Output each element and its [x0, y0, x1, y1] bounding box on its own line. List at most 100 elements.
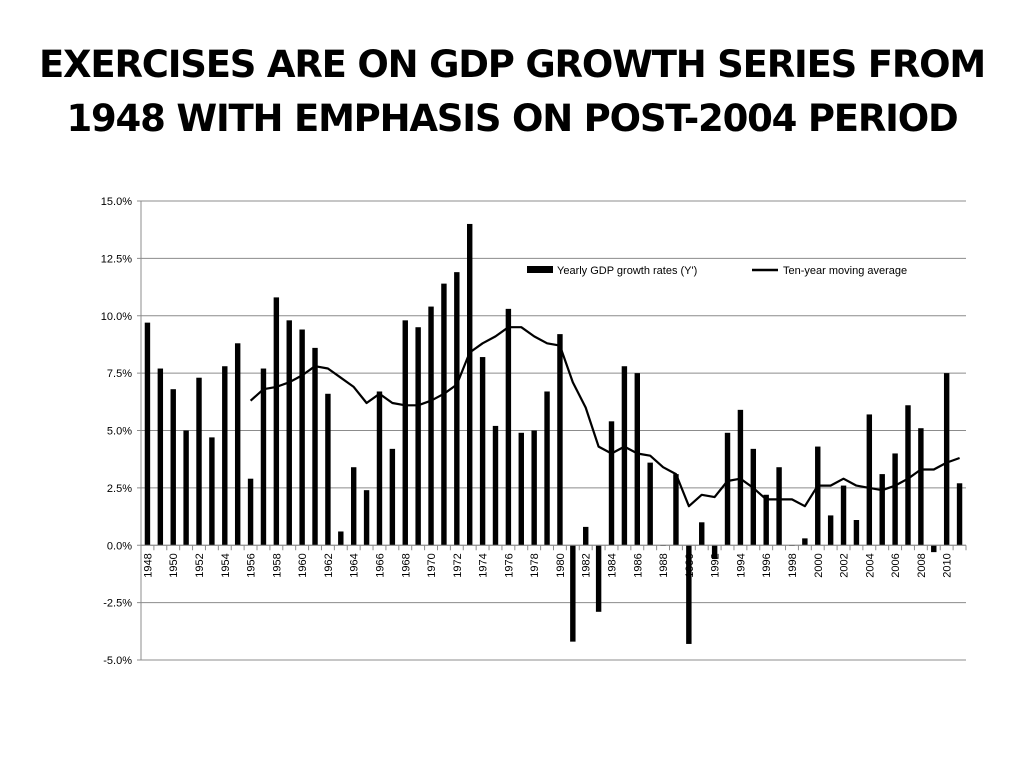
x-tick-label: 1980: [555, 553, 567, 577]
bar-series: [144, 223, 963, 644]
bar: [338, 531, 344, 546]
bar: [299, 329, 305, 546]
bar: [518, 432, 524, 546]
bar: [222, 366, 228, 546]
bar: [866, 414, 873, 546]
bar: [376, 391, 383, 546]
bar: [273, 297, 280, 546]
bar: [170, 389, 176, 546]
bar: [673, 474, 679, 546]
bar: [441, 283, 447, 546]
x-tick-label: 1982: [581, 553, 593, 577]
x-tick-label: 1964: [349, 553, 361, 577]
legend-label-line: Ten-year moving average: [783, 265, 907, 277]
bar: [608, 421, 615, 546]
x-tick-label: 1988: [658, 553, 670, 577]
bar: [467, 223, 473, 546]
slide-title-line-2: 1948 WITH EMPHASIS ON POST-2004 PERIOD: [66, 97, 958, 140]
x-tick-label: 1992: [710, 553, 722, 577]
bar: [260, 368, 267, 546]
x-tick-label: 2010: [942, 553, 954, 577]
bar: [763, 494, 769, 546]
bar: [415, 327, 421, 546]
bar: [905, 405, 911, 546]
x-tick-label: 1976: [503, 553, 515, 577]
bar: [737, 409, 744, 546]
bar: [234, 343, 241, 546]
x-tick-label: 1996: [761, 553, 773, 577]
bar: [815, 446, 821, 546]
x-tick-label: 1994: [735, 553, 747, 577]
bar: [583, 526, 589, 546]
bar: [454, 272, 460, 546]
bar: [595, 545, 602, 612]
y-tick-label: 5.0%: [107, 426, 132, 438]
bar: [634, 373, 640, 546]
y-axis: -5.0% -2.5% 0.0% 2.5% 5.0% 7.5% 10.0% 12.5% 15.0…: [101, 196, 142, 667]
x-tick-label: 1956: [246, 553, 258, 577]
x-tick-label: 1968: [400, 553, 412, 577]
slide-title: EXERCISES ARE ON GDP GROWTH SERIES FROM …: [0, 38, 1024, 146]
bar: [428, 306, 434, 546]
x-tick-label: 2006: [890, 553, 902, 577]
bar: [943, 373, 950, 546]
slide-title-line-1: EXERCISES ARE ON GDP GROWTH SERIES FROM: [38, 43, 986, 86]
x-tick-label: 2000: [813, 553, 825, 577]
bar: [711, 545, 718, 560]
bar: [312, 347, 318, 546]
bar: [144, 322, 151, 546]
x-tick-label: 1966: [374, 553, 386, 577]
bar: [840, 485, 847, 546]
bar: [209, 437, 215, 546]
x-tick-label: 1978: [529, 553, 541, 577]
bar: [247, 478, 254, 546]
bar: [892, 453, 898, 546]
x-tick-label: 1948: [142, 553, 154, 577]
x-tick-label: 2008: [916, 553, 928, 577]
bar: [918, 428, 924, 546]
bar: [544, 391, 550, 546]
legend: Yearly GDP growth rates (Y') Ten-year mov…: [527, 265, 907, 277]
bar: [557, 334, 563, 546]
x-tick-label: 1972: [452, 553, 464, 577]
bar: [931, 545, 937, 553]
bar: [157, 368, 164, 546]
x-tick-label: 1962: [323, 553, 335, 577]
bar: [531, 430, 537, 546]
bar: [479, 357, 486, 546]
bar: [802, 538, 808, 546]
x-axis: 1948 1950 1952 1954 1956 1958 1960 1962 1964 1966…: [140, 544, 967, 578]
bar: [776, 467, 782, 546]
bar: [570, 545, 576, 642]
bar: [505, 308, 512, 546]
bar: [350, 467, 357, 546]
x-tick-label: 1986: [632, 553, 644, 577]
bar: [699, 522, 705, 546]
bar: [686, 545, 692, 644]
y-tick-label: -2.5%: [103, 598, 132, 610]
y-tick-label: 7.5%: [107, 368, 132, 380]
x-tick-label: 1950: [168, 553, 180, 577]
y-tick-label: 12.5%: [101, 253, 132, 265]
x-tick-label: 1960: [297, 553, 309, 577]
x-tick-label: 1998: [787, 553, 799, 577]
bar: [724, 432, 731, 546]
y-tick-label: 0.0%: [107, 540, 132, 552]
bar: [853, 520, 860, 546]
bar: [183, 430, 189, 546]
bar: [325, 393, 331, 546]
legend-label-bars: Yearly GDP growth rates (Y'): [557, 265, 697, 277]
bar: [286, 320, 292, 546]
y-tick-label: -5.0%: [103, 655, 132, 667]
x-tick-label: 2004: [864, 553, 876, 577]
bar: [196, 377, 202, 546]
bar: [956, 483, 963, 546]
moving-average-series: [249, 326, 960, 508]
bar: [363, 490, 370, 546]
bar: [647, 462, 653, 546]
x-tick-label: 2002: [839, 553, 851, 577]
bar: [879, 474, 885, 546]
bar: [827, 515, 834, 546]
x-tick-label: 1970: [426, 553, 438, 577]
